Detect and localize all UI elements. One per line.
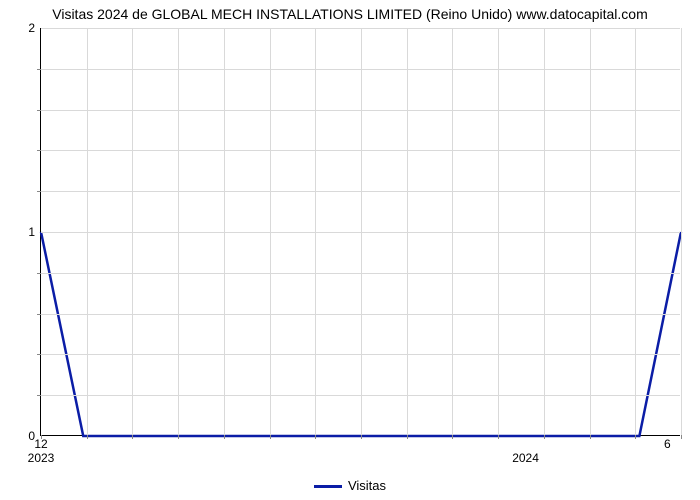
x-minor-tick xyxy=(315,435,316,439)
x-minor-tick xyxy=(132,435,133,439)
grid-line-v xyxy=(635,28,636,435)
grid-line-v xyxy=(590,28,591,435)
x-minor-tick xyxy=(544,435,545,439)
grid-line-v xyxy=(681,28,682,435)
chart-title: Visitas 2024 de GLOBAL MECH INSTALLATION… xyxy=(0,6,700,22)
x-year-label: 2023 xyxy=(28,435,55,465)
grid-line-v xyxy=(87,28,88,435)
x-minor-tick xyxy=(590,435,591,439)
x-year-label: 2024 xyxy=(512,435,539,465)
x-minor-tick xyxy=(178,435,179,439)
x-minor-tick xyxy=(270,435,271,439)
grid-line-v xyxy=(132,28,133,435)
legend-label: Visitas xyxy=(348,478,386,493)
x-minor-tick xyxy=(361,435,362,439)
x-minor-tick xyxy=(681,435,682,439)
x-minor-tick xyxy=(635,435,636,439)
grid-line-v xyxy=(315,28,316,435)
grid-line-v xyxy=(407,28,408,435)
legend: Visitas xyxy=(0,478,700,493)
chart-container: Visitas 2024 de GLOBAL MECH INSTALLATION… xyxy=(0,0,700,500)
grid-line-v xyxy=(544,28,545,435)
plot-area: 01212620232024 xyxy=(40,28,680,436)
y-tick-label: 1 xyxy=(28,225,41,239)
x-minor-tick xyxy=(224,435,225,439)
x-minor-tick xyxy=(87,435,88,439)
x-minor-tick xyxy=(452,435,453,439)
x-tick-label: 6 xyxy=(664,435,671,451)
legend-swatch xyxy=(314,485,342,488)
grid-line-v xyxy=(270,28,271,435)
grid-line-v xyxy=(224,28,225,435)
x-minor-tick xyxy=(498,435,499,439)
grid-line-v xyxy=(361,28,362,435)
y-tick-label: 2 xyxy=(28,21,41,35)
x-minor-tick xyxy=(407,435,408,439)
grid-line-v xyxy=(452,28,453,435)
grid-line-v xyxy=(178,28,179,435)
grid-line-v xyxy=(498,28,499,435)
